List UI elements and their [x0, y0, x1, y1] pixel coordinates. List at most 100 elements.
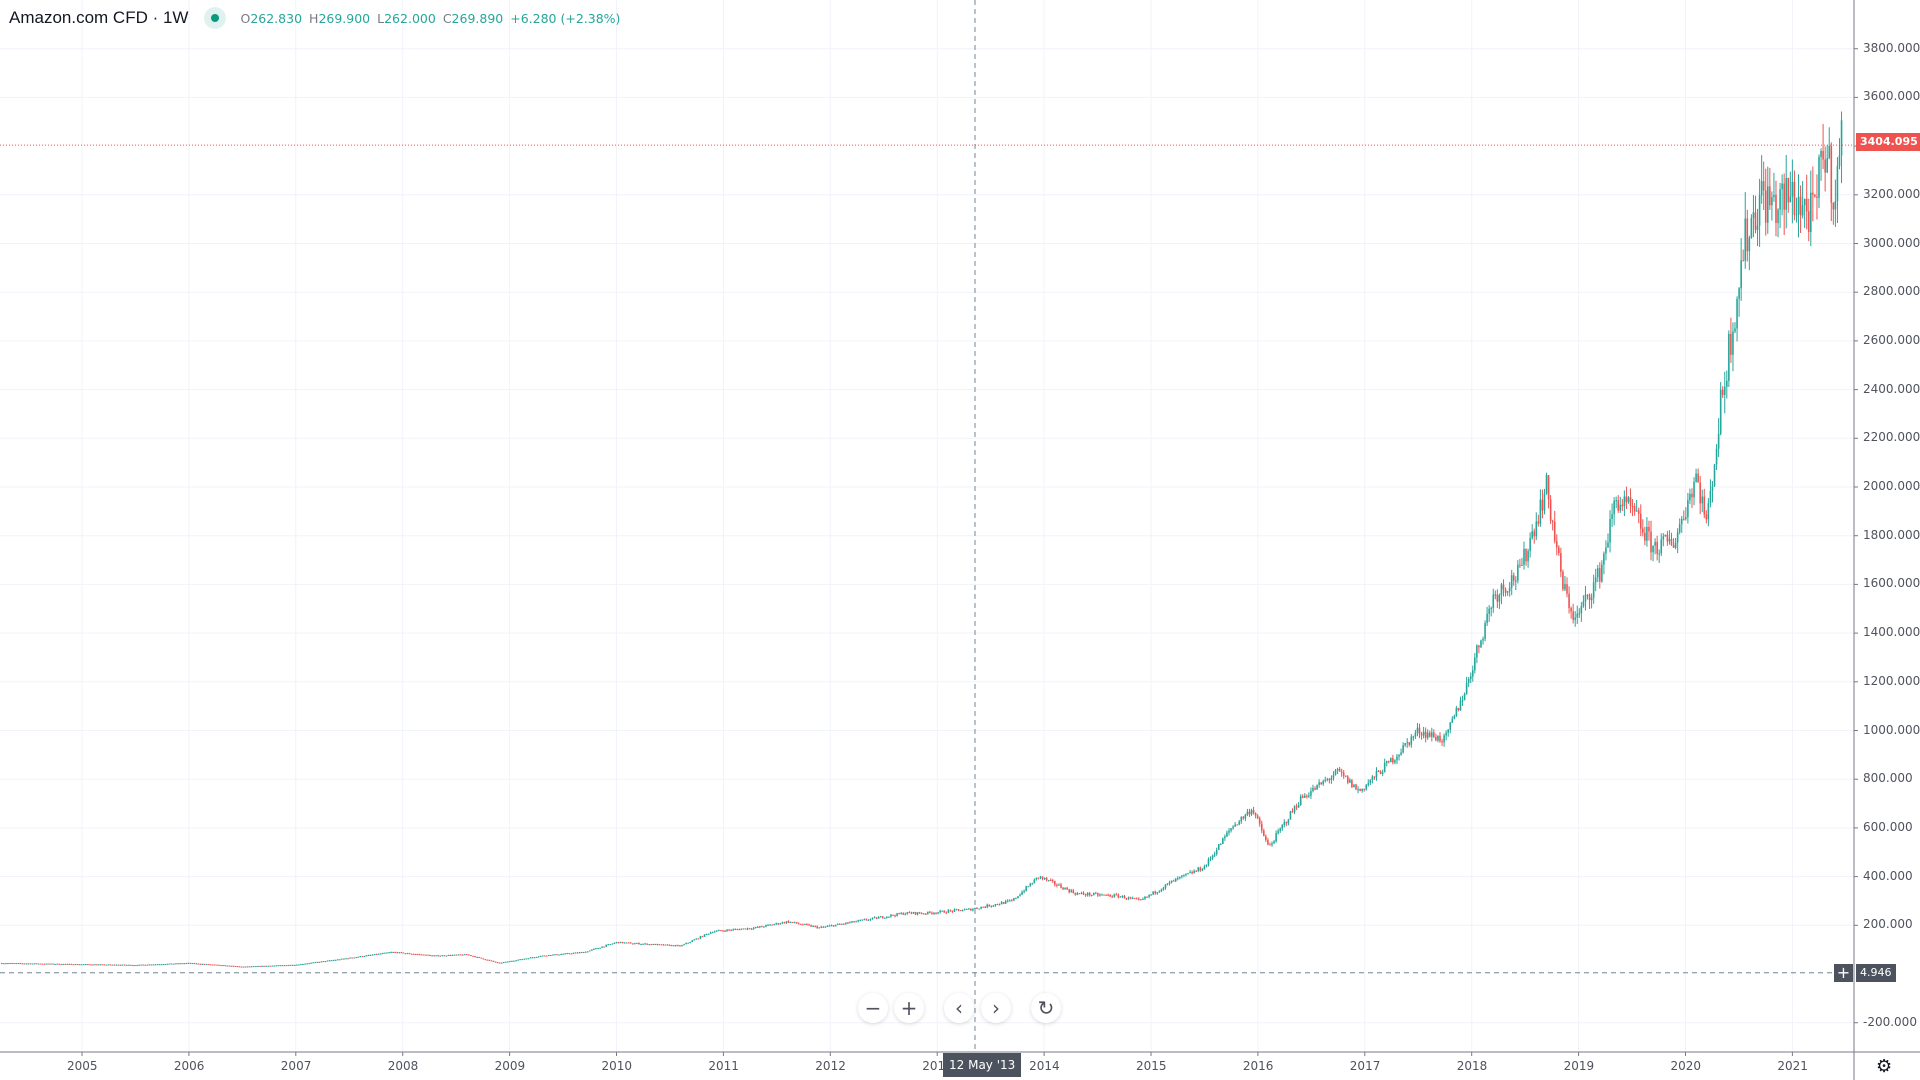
candle-up [687, 942, 689, 944]
candle-down [1135, 898, 1138, 900]
candle-up [1828, 146, 1831, 158]
candle-down [629, 942, 632, 944]
candle-up [1197, 867, 1200, 871]
candle-up [873, 917, 876, 919]
candle-down [13, 963, 15, 965]
candle-down [800, 923, 802, 925]
candle-up [1719, 389, 1722, 434]
price-tick-label: 1000.000 [1863, 722, 1920, 737]
candle-up [1531, 531, 1533, 539]
candle-up [566, 953, 569, 955]
candle-up [1406, 742, 1409, 744]
candle-down [1625, 496, 1628, 503]
candle-up [377, 953, 380, 955]
candle-up [1152, 891, 1154, 895]
candle-down [1822, 150, 1824, 160]
candle-down [1301, 796, 1304, 798]
candle-down [744, 928, 747, 930]
candle-up [502, 962, 505, 964]
candle-up [1711, 486, 1714, 491]
candle-up [1008, 900, 1011, 902]
candle-down [722, 930, 724, 932]
candle-down [1084, 894, 1087, 896]
candle-down [570, 953, 573, 955]
candle-down [181, 963, 183, 965]
candle-up [107, 964, 110, 966]
candle-down [1502, 584, 1505, 590]
scroll-right-button[interactable]: › [981, 993, 1011, 1023]
candle-down [920, 913, 923, 915]
candle-up [1238, 821, 1241, 825]
candle-up [1707, 503, 1710, 520]
candle-up [1334, 770, 1337, 776]
candle-up [613, 942, 616, 944]
candle-up [1353, 784, 1355, 788]
candle-up [1564, 584, 1566, 590]
candle-down [728, 929, 730, 931]
candle-down [1691, 493, 1693, 498]
candle-down [1242, 817, 1245, 819]
candle-up [183, 963, 185, 965]
candle-down [214, 964, 216, 966]
symbol-title[interactable]: Amazon.com CFD · 1W [9, 8, 189, 27]
candle-up [1623, 496, 1626, 507]
candle-up [1228, 830, 1230, 833]
candle-down [396, 952, 399, 954]
candle-down [1109, 894, 1111, 897]
candle-down [1570, 608, 1572, 612]
candle-down [1191, 871, 1193, 874]
zoom-in-button[interactable]: + [894, 993, 924, 1023]
candle-down [1418, 727, 1421, 734]
candle-down [1547, 475, 1550, 500]
candle-up [670, 945, 673, 947]
candle-up [66, 963, 69, 965]
candle-up [132, 965, 134, 967]
candle-up [953, 909, 956, 912]
candle-up [1613, 500, 1615, 515]
candle-up [681, 945, 683, 947]
candle-up [27, 963, 30, 965]
candle-down [1553, 521, 1556, 542]
candle-up [1015, 898, 1017, 900]
candle-down [142, 964, 144, 966]
change-value: +6.280 (+2.38%) [510, 10, 621, 26]
candle-down [621, 941, 624, 944]
gear-icon[interactable]: ⚙ [1876, 1056, 1893, 1077]
price-tick-label: 2800.000 [1863, 284, 1920, 299]
candle-up [1222, 838, 1224, 845]
candle-down [216, 964, 218, 966]
candle-up [1156, 892, 1159, 894]
zoom-out-button[interactable]: − [858, 993, 888, 1023]
candle-up [220, 965, 222, 967]
candle-down [1672, 544, 1675, 548]
candle-up [289, 964, 292, 966]
add-alert-plus-icon[interactable]: + [1834, 964, 1853, 982]
candle-up [128, 964, 130, 966]
candle-up [1289, 811, 1292, 820]
scroll-left-button[interactable]: ‹ [944, 993, 974, 1023]
candle-up [718, 930, 720, 932]
candle-up [37, 963, 40, 965]
candle-up [978, 908, 980, 910]
candle-up [1293, 806, 1296, 812]
candle-up [871, 917, 874, 919]
candle-up [50, 963, 52, 965]
candle-up [990, 905, 993, 907]
candle-up [275, 965, 278, 967]
candle-down [1512, 575, 1515, 581]
candle-down [171, 963, 173, 965]
candle-down [1648, 526, 1650, 532]
candle-down [1617, 500, 1620, 511]
reset-chart-button[interactable]: ↻ [1031, 993, 1061, 1023]
candle-up [1795, 214, 1798, 216]
candle-up [1219, 844, 1222, 846]
candle-up [158, 964, 161, 966]
candle-up [334, 959, 337, 961]
candle-up [1166, 883, 1169, 885]
candle-up [1422, 731, 1425, 736]
candle-up [1728, 333, 1730, 381]
candle-down [123, 964, 126, 966]
candle-down [1088, 892, 1091, 896]
candle-up [525, 958, 528, 960]
